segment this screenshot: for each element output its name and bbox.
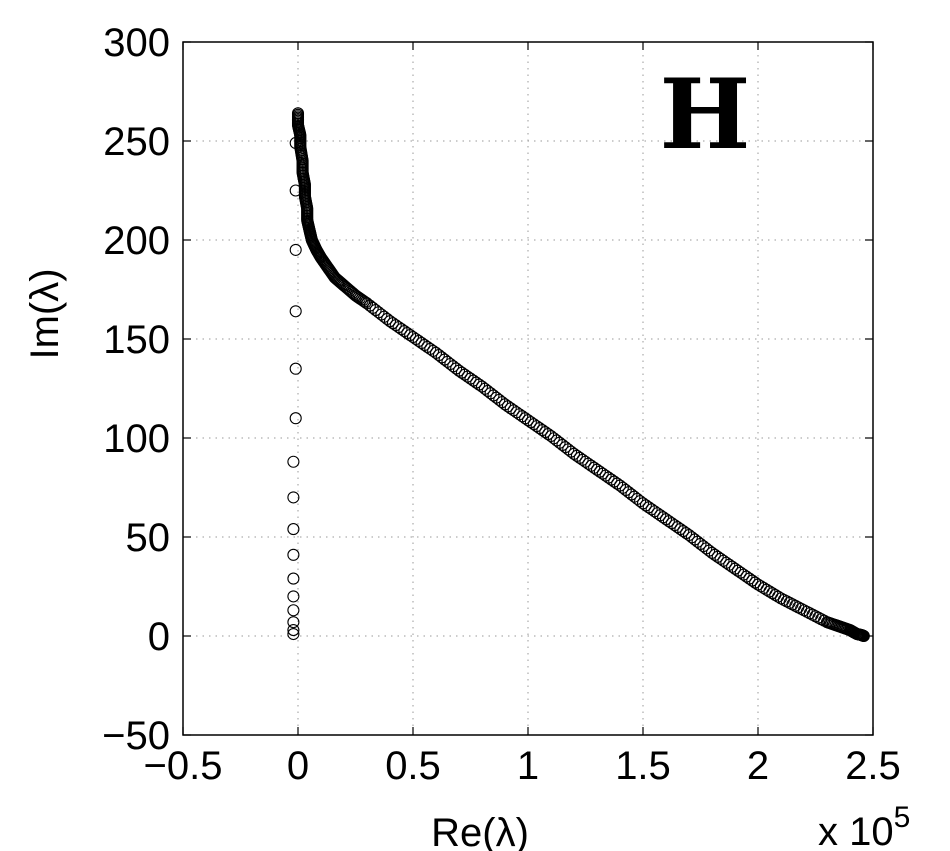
- data-point: [287, 604, 300, 617]
- data-point: [287, 491, 300, 504]
- data-point: [287, 616, 300, 629]
- y-tick-label: 150: [103, 318, 170, 362]
- y-tick-label: 100: [103, 417, 170, 461]
- data-points: [287, 107, 870, 643]
- data-point: [754, 580, 767, 593]
- data-point: [287, 627, 300, 641]
- x-tick-labels: −0.5 0 0.5 1 1.5 2 2.5: [144, 744, 901, 788]
- x-multiplier-exponent: 5: [894, 801, 911, 834]
- x-tick-label: −0.5: [144, 744, 223, 788]
- data-point: [287, 548, 300, 561]
- data-point: [287, 523, 300, 536]
- x-tick-label: 2.5: [845, 744, 901, 788]
- y-tick-label: 0: [148, 615, 170, 659]
- x-axis-label: Re(λ): [431, 811, 529, 851]
- x-tick-label: 0.5: [385, 744, 441, 788]
- data-point: [857, 629, 870, 643]
- y-tick-labels: −50 0 50 100 150 200 250 300: [102, 21, 170, 758]
- x-tick-label: 1.5: [615, 744, 671, 788]
- data-point: [760, 583, 773, 596]
- x-multiplier-base: x 10: [818, 810, 894, 851]
- data-point: [289, 362, 302, 375]
- data-point: [763, 585, 776, 598]
- y-tick-label: 200: [103, 219, 170, 263]
- data-point: [766, 587, 779, 600]
- data-point: [289, 243, 302, 256]
- y-axis-label: Im(λ): [23, 268, 67, 359]
- plot-frame: [182, 41, 874, 736]
- x-multiplier-label: x 105: [818, 801, 910, 851]
- y-tick-label: −50: [102, 714, 170, 758]
- data-point: [751, 578, 765, 591]
- data-point: [287, 455, 300, 468]
- data-point: [287, 624, 300, 637]
- y-tick-label: 300: [103, 21, 170, 65]
- y-tick-label: 50: [126, 516, 171, 560]
- x-tick-label: 2: [747, 744, 769, 788]
- data-point: [287, 572, 300, 585]
- x-tick-label: 1: [517, 744, 539, 788]
- x-tick-label: 0: [287, 744, 309, 788]
- data-point: [289, 412, 302, 425]
- grid-lines: [183, 42, 873, 735]
- tick-marks: [182, 41, 874, 736]
- y-tick-label: 250: [103, 120, 170, 164]
- panel-label: H: [660, 58, 751, 171]
- data-point: [289, 305, 302, 318]
- data-point: [287, 590, 300, 603]
- data-point: [757, 581, 770, 595]
